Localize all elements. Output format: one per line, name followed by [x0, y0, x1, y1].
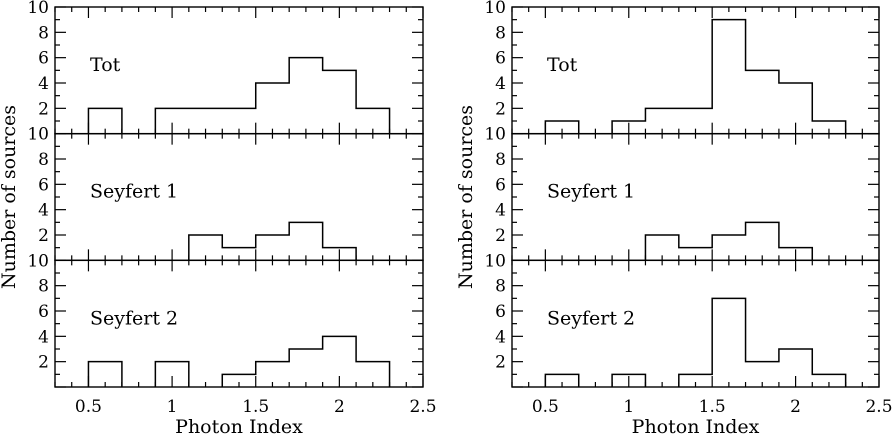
x-tick-label: 0.5 [532, 397, 559, 417]
y-tick-label: 10 [484, 0, 506, 18]
y-tick-label: 8 [495, 23, 506, 43]
panel-3: 2 4 6 8 10 Seyfert 2 [484, 251, 880, 388]
panel-label: Seyfert 2 [547, 307, 635, 329]
y-axis-label: Number of sources [455, 105, 477, 289]
y-tick-label: 8 [38, 23, 49, 43]
y-tick-label: 8 [495, 277, 506, 297]
y-tick-label: 10 [27, 251, 49, 271]
x-tick-label: 2.5 [409, 397, 436, 417]
y-tick-label: 2 [495, 99, 506, 119]
panel-1: 2 4 6 8 10 Tot [27, 0, 424, 135]
y-axis-label: Number of sources [0, 105, 20, 289]
x-axis-label: Photon Index [175, 416, 303, 437]
x-tick-label: 1.5 [699, 397, 726, 417]
histogram-bars [544, 18, 847, 134]
y-tick-label: 10 [484, 125, 506, 145]
x-tick-label: 2 [790, 397, 801, 417]
y-tick-label: 10 [27, 125, 49, 145]
y-tick-label: 4 [38, 201, 49, 221]
y-tick-label: 2 [38, 99, 49, 119]
y-tick-label: 2 [495, 226, 506, 246]
chart-1: 2 4 6 8 10 Tot 2 4 6 8 10 Seyfert 1 2 4 6 8 10 Seyfert 2 0… [0, 0, 437, 437]
y-tick-label: 2 [38, 353, 49, 373]
panel-3: 2 4 6 8 10 Seyfert 2 [27, 251, 424, 388]
y-tick-label: 4 [495, 327, 506, 347]
panel-label: Tot [547, 54, 578, 76]
histogram-bars [544, 297, 847, 387]
y-tick-label: 6 [495, 302, 506, 322]
panel-label: Tot [90, 54, 121, 76]
y-tick-label: 4 [38, 74, 49, 94]
x-tick-label: 1 [623, 397, 634, 417]
chart-2: 2 4 6 8 10 Tot 2 4 6 8 10 Seyfert 1 2 4 6 8 10 Seyfert 2 0… [455, 0, 893, 437]
y-tick-label: 8 [495, 150, 506, 170]
histogram-bars [87, 335, 391, 387]
y-tick-label: 4 [495, 74, 506, 94]
y-tick-label: 8 [38, 277, 49, 297]
y-tick-label: 10 [484, 251, 506, 271]
x-tick-label: 0.5 [75, 397, 102, 417]
y-tick-label: 2 [38, 226, 49, 246]
x-tick-label: 2 [334, 397, 345, 417]
x-tick-label: 2.5 [865, 397, 892, 417]
y-tick-label: 6 [38, 302, 49, 322]
panel-label: Seyfert 1 [90, 181, 178, 203]
panel-1: 2 4 6 8 10 Tot [484, 0, 880, 135]
y-tick-label: 6 [495, 175, 506, 195]
y-tick-label: 6 [495, 49, 506, 69]
y-tick-label: 6 [38, 49, 49, 69]
x-axis-label: Photon Index [632, 416, 760, 437]
y-tick-label: 10 [27, 0, 49, 18]
panel-label: Seyfert 1 [547, 181, 635, 203]
y-tick-label: 4 [495, 201, 506, 221]
x-tick-label: 1 [167, 397, 178, 417]
y-tick-label: 6 [38, 175, 49, 195]
x-tick-label: 1.5 [242, 397, 269, 417]
y-tick-label: 2 [495, 353, 506, 373]
panel-label: Seyfert 2 [90, 307, 178, 329]
y-tick-label: 4 [38, 327, 49, 347]
y-tick-label: 8 [38, 150, 49, 170]
histogram-bars [87, 56, 391, 134]
histogram-bars [188, 221, 357, 261]
panel-2: 2 4 6 8 10 Seyfert 1 [484, 125, 880, 262]
panel-2: 2 4 6 8 10 Seyfert 1 [27, 125, 424, 262]
histogram-bars [644, 221, 814, 261]
